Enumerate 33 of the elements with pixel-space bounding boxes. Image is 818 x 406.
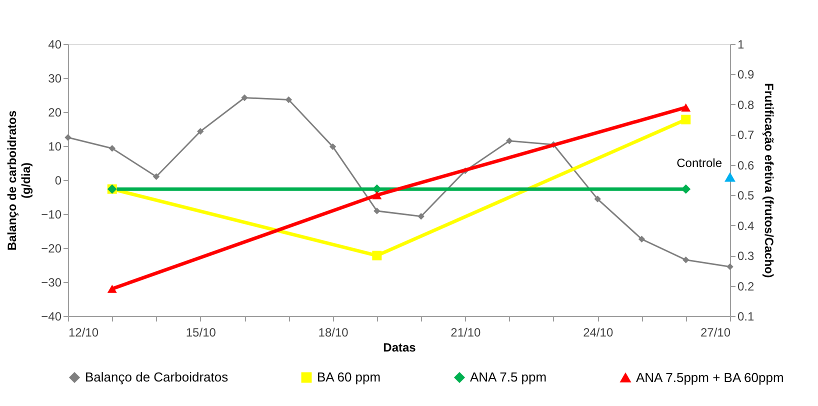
y2-tick-label: 1 <box>738 38 744 52</box>
y-tick-label: −30 <box>41 276 62 290</box>
legend-label: Balanço de Carboidratos <box>85 370 229 385</box>
y2-tick-label: 0.5 <box>738 188 755 203</box>
legend-label: ANA 7.5 ppm <box>470 370 547 385</box>
y2-tick-label: 0.2 <box>738 279 755 294</box>
y2-tick-label: 0.3 <box>738 249 755 264</box>
x-tick-label: 18/10 <box>318 326 349 340</box>
y2-axis-title: Frutificação efetiva (frutos/Cacho) <box>762 83 776 278</box>
y-tick-label: −20 <box>41 242 62 256</box>
y-tick-label: 40 <box>48 38 62 52</box>
y-tick-label: 20 <box>48 106 62 120</box>
y2-tick-label: 0.7 <box>738 128 755 142</box>
y-tick-label: −40 <box>41 310 62 324</box>
x-tick-label: 12/10 <box>68 326 99 340</box>
x-tick-label: 24/10 <box>583 326 614 340</box>
x-tick-label: 27/10 <box>700 326 731 340</box>
y-tick-label: −10 <box>41 208 62 222</box>
x-tick-label: 15/10 <box>186 326 216 340</box>
x-tick-label: 21/10 <box>450 326 482 340</box>
x-axis-title: Datas <box>383 340 416 354</box>
y-tick-label: 30 <box>48 72 62 86</box>
y2-tick-label: 0.8 <box>738 98 755 112</box>
legend-label: ANA 7.5ppm + BA 60ppm <box>636 370 784 385</box>
legend-label: BA 60 ppm <box>317 370 381 385</box>
y-axis-title: Balanço de carboidratos (g/dia) <box>5 110 34 251</box>
y2-tick-label: 0.9 <box>738 68 755 82</box>
y2-tick-label: 0.1 <box>738 310 755 324</box>
series-label: Controle <box>676 156 722 170</box>
y-tick-label: 0 <box>54 174 62 188</box>
y-tick-label: 10 <box>48 140 62 154</box>
y2-tick-label: 0.4 <box>738 218 755 233</box>
y2-tick-label: 0.6 <box>738 158 755 172</box>
